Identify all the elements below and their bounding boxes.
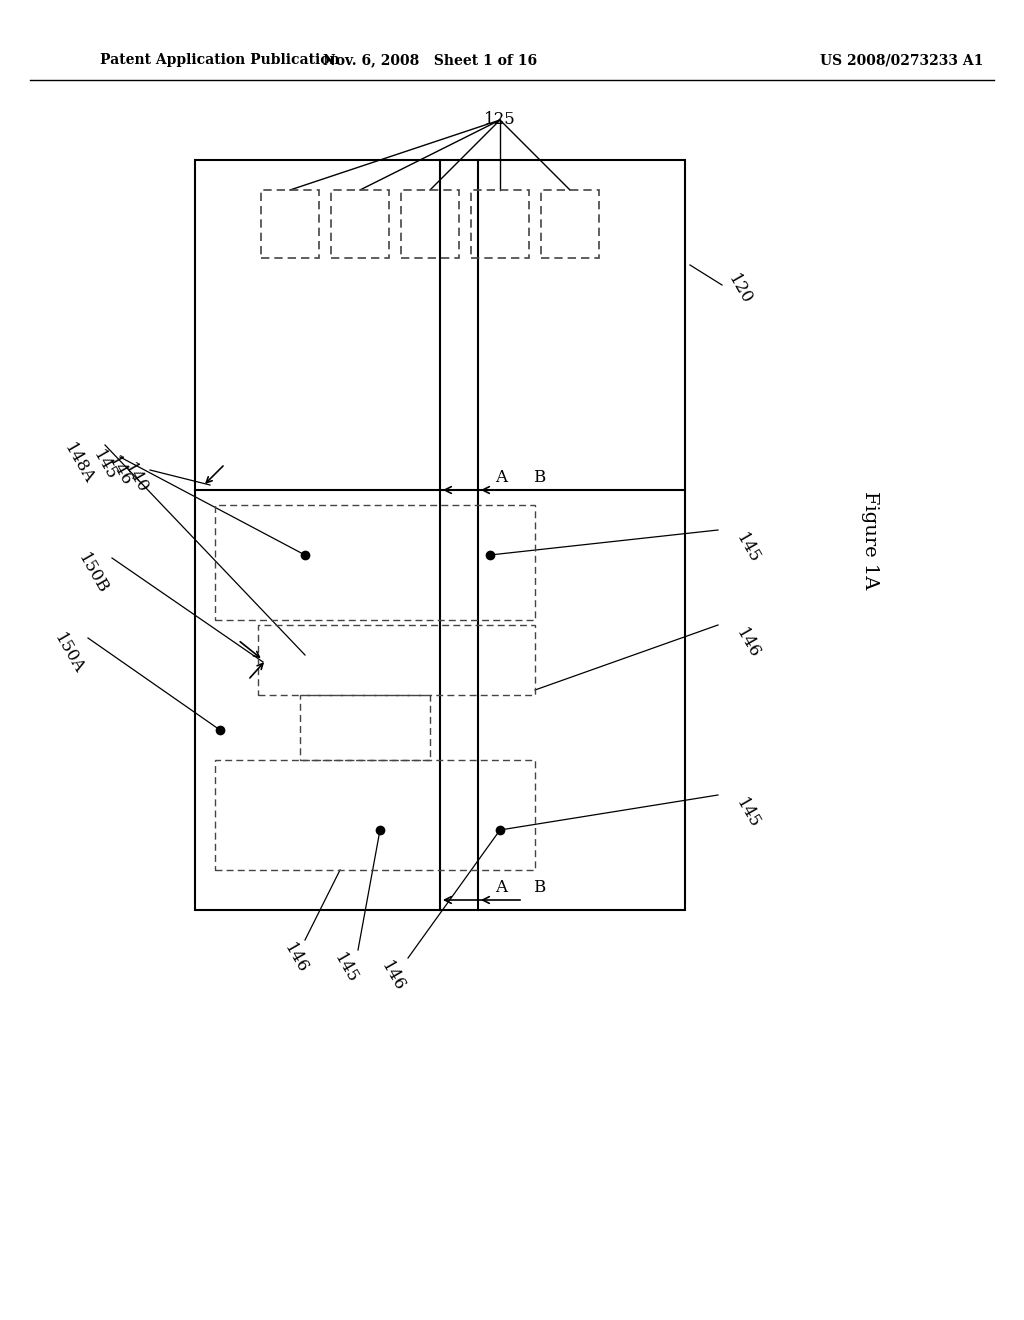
Bar xyxy=(258,624,535,696)
Text: 140: 140 xyxy=(121,461,152,496)
Text: 146: 146 xyxy=(281,941,311,977)
Text: A: A xyxy=(495,470,507,487)
Text: US 2008/0273233 A1: US 2008/0273233 A1 xyxy=(820,53,983,67)
Bar xyxy=(261,190,319,257)
Text: A: A xyxy=(495,879,507,896)
Text: 150B: 150B xyxy=(75,550,112,598)
Text: 150A: 150A xyxy=(50,631,87,677)
Bar xyxy=(331,190,389,257)
Text: 146: 146 xyxy=(104,454,135,490)
Text: B: B xyxy=(534,470,545,487)
Text: 148A: 148A xyxy=(60,441,97,487)
Text: 120: 120 xyxy=(725,272,756,308)
Text: 145: 145 xyxy=(732,531,763,566)
Text: 145: 145 xyxy=(90,447,120,483)
Text: Figure 1A: Figure 1A xyxy=(861,491,879,589)
Bar xyxy=(401,190,459,257)
Text: 146: 146 xyxy=(732,626,763,661)
Text: B: B xyxy=(534,879,545,896)
Bar xyxy=(300,696,430,760)
Bar xyxy=(215,506,535,620)
Bar xyxy=(215,760,535,870)
Bar xyxy=(471,190,529,257)
Text: 145: 145 xyxy=(331,950,361,987)
Text: 125: 125 xyxy=(484,111,516,128)
Bar xyxy=(195,160,685,909)
Text: 146: 146 xyxy=(378,958,409,995)
Text: Nov. 6, 2008   Sheet 1 of 16: Nov. 6, 2008 Sheet 1 of 16 xyxy=(323,53,537,67)
Bar xyxy=(541,190,599,257)
Text: 145: 145 xyxy=(732,796,763,832)
Text: Patent Application Publication: Patent Application Publication xyxy=(100,53,340,67)
